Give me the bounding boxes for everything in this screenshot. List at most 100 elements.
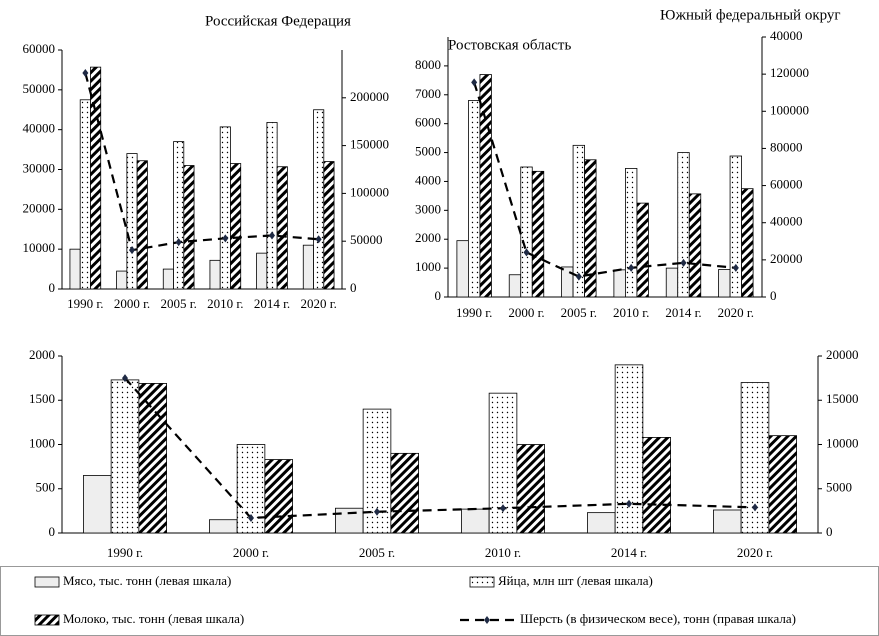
y-tick-label: 2000 — [415, 230, 441, 245]
marker — [122, 374, 128, 383]
bar — [138, 383, 167, 534]
legend-swatch — [469, 576, 495, 588]
bar — [230, 163, 242, 290]
y2-tick-label: 0 — [350, 280, 357, 295]
bar — [209, 259, 221, 290]
y2-tick-label: 0 — [770, 288, 777, 303]
x-tick-label: 1990 г. — [67, 296, 103, 311]
x-tick-label: 1990 г. — [456, 305, 492, 320]
bar — [613, 269, 626, 298]
bar — [636, 202, 649, 298]
bar — [256, 252, 268, 290]
y-tick-label: 2000 — [29, 347, 55, 362]
line — [124, 377, 756, 520]
y2-tick-label: 10000 — [826, 435, 859, 450]
marker — [175, 238, 182, 247]
bar — [110, 379, 140, 534]
bar — [69, 248, 81, 290]
y2-tick-label: 20000 — [826, 347, 859, 362]
y-tick-label: 0 — [49, 280, 56, 295]
marker — [523, 248, 530, 257]
bar — [302, 244, 314, 290]
bar — [209, 519, 238, 534]
legend-swatch — [34, 614, 60, 626]
marker — [82, 68, 89, 77]
legend-label: Мясо, тыс. тонн (левая шкала) — [63, 573, 231, 588]
legend-label: Яйца, млн шт (левая шкала) — [498, 573, 653, 588]
y2-tick-label: 15000 — [826, 391, 859, 406]
bar — [584, 159, 597, 298]
y2-tick-label: 200000 — [350, 89, 389, 104]
y2-tick-label: 120000 — [770, 65, 809, 80]
bar — [508, 274, 522, 298]
bar — [79, 99, 91, 290]
y2-tick-label: 100000 — [350, 184, 389, 199]
bar — [642, 437, 671, 534]
x-tick-label: 2005 г. — [359, 545, 395, 560]
x-tick-label: 2014 г. — [665, 305, 701, 320]
x-tick-label: 1990 г. — [107, 545, 143, 560]
legend-marker — [484, 616, 490, 624]
x-tick-label: 2010 г. — [207, 296, 243, 311]
y-tick-label: 5000 — [415, 144, 441, 159]
bar — [479, 74, 492, 298]
x-tick-label: 2000 г. — [508, 305, 544, 320]
bar — [587, 512, 616, 534]
bar — [768, 435, 797, 534]
y-tick-label: 30000 — [23, 160, 56, 175]
bar — [264, 459, 293, 534]
subchart: Ростовская область Южный федеральный окру… — [415, 7, 841, 320]
x-tick-label: 2010 г. — [485, 545, 521, 560]
y-tick-label: 500 — [36, 480, 56, 495]
y-tick-label: 1500 — [29, 391, 55, 406]
bar — [516, 444, 545, 534]
marker — [129, 246, 135, 255]
chart-title: Южный федеральный округ — [660, 7, 841, 23]
line — [84, 72, 319, 252]
legend-swatch — [34, 576, 60, 588]
y-tick-label: 40000 — [23, 121, 56, 136]
subchart: 0500100015002000050001000015000200001990… — [29, 347, 859, 560]
marker — [248, 513, 254, 522]
bar — [561, 266, 574, 298]
bar — [313, 109, 325, 290]
y-tick-label: 50000 — [23, 81, 56, 96]
chart-title: Ростовская область — [448, 37, 571, 53]
y-tick-label: 1000 — [29, 435, 55, 450]
y-tick-label: 4000 — [415, 172, 441, 187]
marker — [471, 78, 478, 87]
x-tick-label: 2010 г. — [613, 305, 649, 320]
bar — [266, 122, 278, 290]
marker — [222, 234, 229, 243]
bar — [531, 170, 545, 298]
bar — [461, 508, 490, 534]
bar — [625, 168, 638, 298]
x-tick-label: 2000 г. — [114, 296, 150, 311]
x-tick-label: 2014 г. — [611, 545, 647, 560]
marker — [374, 507, 380, 516]
y2-tick-label: 40000 — [770, 28, 803, 43]
y-tick-label: 60000 — [23, 41, 56, 56]
bar — [83, 475, 112, 534]
y2-tick-label: 40000 — [770, 214, 803, 229]
y2-tick-label: 80000 — [770, 139, 803, 154]
bar — [90, 66, 102, 290]
y-tick-label: 8000 — [415, 57, 441, 72]
x-tick-label: 2000 г. — [233, 545, 269, 560]
marker — [732, 263, 739, 272]
y-tick-label: 0 — [435, 288, 442, 303]
bar — [219, 126, 231, 290]
bar — [688, 193, 702, 298]
marker — [575, 272, 582, 281]
chart-title: Российская Федерация — [205, 13, 351, 29]
bar — [729, 155, 742, 298]
x-tick-label: 2020 г. — [718, 305, 754, 320]
subchart: Российская Федерация 0 10000 20000 30000 4000… — [23, 13, 390, 311]
bar — [741, 188, 754, 298]
marker — [626, 499, 632, 508]
x-tick-label: 2005 г. — [160, 296, 196, 311]
y-tick-label: 0 — [49, 524, 56, 539]
bar — [456, 240, 469, 298]
y2-tick-label: 20000 — [770, 251, 803, 266]
